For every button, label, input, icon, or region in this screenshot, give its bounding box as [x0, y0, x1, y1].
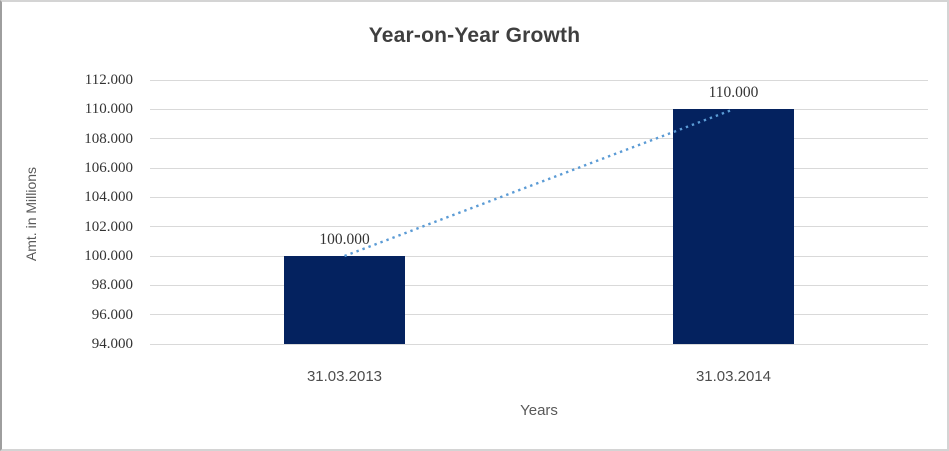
bar-value-label: 110.000 — [708, 84, 759, 102]
y-tick-label: 102.000 — [84, 218, 133, 235]
y-tick-label: 112.000 — [84, 72, 133, 88]
y-tick-label: 110.000 — [84, 101, 133, 118]
y-tick-label: 108.000 — [84, 130, 133, 147]
bar — [284, 256, 405, 344]
gridline — [150, 284, 928, 286]
y-tick-label: 96.000 — [91, 306, 133, 323]
gridline — [150, 314, 928, 316]
y-tick-label: 98.000 — [91, 277, 133, 294]
gridline — [150, 167, 928, 169]
gridline — [150, 226, 928, 228]
y-tick-label: 106.000 — [84, 160, 133, 176]
gridline — [150, 138, 928, 140]
gridline — [150, 79, 928, 81]
gridline — [150, 343, 928, 345]
chart-title: Year-on-Year Growth — [368, 24, 581, 47]
gridline — [150, 196, 928, 198]
y-tick-label: 100.000 — [84, 248, 133, 264]
x-tick-label: 31.03.2014 — [695, 368, 772, 385]
gridline — [150, 255, 928, 257]
y-tick-label: 94.000 — [91, 336, 133, 352]
bar-value-label: 100.000 — [319, 231, 370, 248]
y-tick-label: 104.000 — [84, 189, 133, 206]
x-tick-label: 31.03.2013 — [306, 368, 383, 385]
gridline — [150, 108, 928, 110]
bar — [673, 109, 794, 344]
x-axis-title: Years — [520, 402, 558, 419]
